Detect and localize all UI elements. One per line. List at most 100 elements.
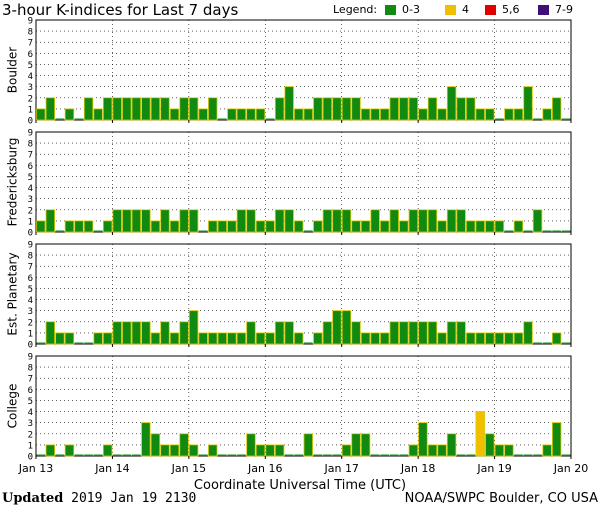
y-tick-boulder-6: 6	[28, 50, 33, 60]
bar-college-17	[198, 454, 208, 456]
bar-fredericksburg-22	[246, 209, 256, 233]
bar-boulder-50	[513, 108, 524, 121]
bar-boulder-38	[399, 97, 409, 121]
bar-boulder-7	[102, 97, 113, 121]
bar-fredericksburg-6	[93, 230, 103, 232]
updated-value: 2019 Jan 19 2130	[71, 491, 197, 506]
bar-college-33	[351, 433, 361, 457]
bar-est-planetary-22	[246, 321, 256, 345]
y-tick-college-1: 1	[28, 441, 33, 451]
bar-boulder-44	[456, 97, 466, 121]
bar-college-54	[551, 422, 562, 457]
bar-fredericksburg-38	[399, 220, 409, 233]
bar-college-30	[323, 454, 332, 456]
bar-fredericksburg-9	[122, 209, 132, 233]
bar-est-planetary-50	[513, 332, 524, 345]
bar-fredericksburg-20	[227, 220, 237, 233]
bar-boulder-3	[64, 108, 75, 121]
bar-boulder-25	[274, 97, 285, 121]
y-tick-college-6: 6	[28, 386, 33, 396]
bar-fredericksburg-10	[131, 209, 141, 233]
chart-title: 3-hour K-indices for Last 7 days	[2, 1, 239, 19]
bar-college-55	[561, 454, 571, 456]
bar-boulder-43	[446, 86, 457, 121]
bar-est-planetary-49	[504, 332, 514, 345]
bar-college-38	[399, 454, 409, 456]
panel-label-fredericksburg: Fredericksburg	[6, 138, 20, 227]
bar-fredericksburg-50	[513, 220, 524, 233]
panel-frame-fredericksburg	[35, 131, 572, 233]
bar-fredericksburg-33	[351, 220, 361, 233]
bar-boulder-54	[551, 97, 562, 121]
y-tick-fredericksburg-1: 1	[28, 217, 33, 227]
bar-fredericksburg-7	[102, 220, 113, 233]
bar-est-planetary-29	[313, 332, 323, 345]
bar-college-36	[380, 454, 389, 456]
bar-boulder-0	[36, 108, 46, 121]
bar-college-20	[227, 454, 237, 456]
bar-est-planetary-30	[322, 321, 333, 345]
bar-college-43	[446, 433, 457, 457]
bar-college-9	[122, 454, 132, 456]
bar-fredericksburg-36	[380, 220, 390, 233]
y-tick-college-8: 8	[28, 364, 33, 374]
bar-boulder-11	[141, 97, 151, 121]
legend-swatch-5-6	[485, 5, 496, 15]
bar-fredericksburg-31	[332, 209, 342, 233]
bar-boulder-27	[294, 108, 304, 121]
bar-est-planetary-35	[370, 332, 380, 345]
bar-college-13	[160, 444, 170, 457]
y-tick-est-planetary-3: 3	[28, 307, 33, 317]
bar-est-planetary-37	[389, 321, 399, 345]
x-tick-label-4: Jan 17	[323, 462, 358, 475]
bar-boulder-48	[495, 118, 504, 120]
legend-label: Legend:	[333, 3, 378, 16]
bar-boulder-24	[265, 118, 275, 120]
y-tick-college-9: 9	[28, 353, 33, 363]
bar-boulder-34	[360, 108, 371, 121]
bar-est-planetary-44	[456, 321, 466, 345]
bar-boulder-6	[93, 108, 103, 121]
bar-est-planetary-19	[217, 332, 227, 345]
bar-fredericksburg-23	[255, 220, 266, 233]
bar-fredericksburg-28	[304, 230, 313, 232]
y-tick-boulder-1: 1	[28, 105, 33, 115]
bar-boulder-41	[427, 97, 438, 121]
legend-swatch-0-3	[385, 5, 396, 15]
legend-swatch-7-9	[538, 5, 549, 15]
x-tick-label-6: Jan 19	[476, 462, 511, 475]
bar-college-29	[313, 454, 323, 456]
bar-fredericksburg-16	[188, 209, 199, 233]
y-tick-est-planetary-1: 1	[28, 329, 33, 339]
bar-est-planetary-23	[255, 332, 266, 345]
panel-frame-boulder	[35, 19, 572, 121]
bar-boulder-1	[45, 97, 56, 121]
y-tick-college-7: 7	[28, 375, 33, 385]
bar-est-planetary-15	[179, 321, 189, 345]
y-tick-boulder-3: 3	[28, 83, 33, 93]
bar-fredericksburg-29	[313, 220, 323, 233]
legend-swatch-4	[445, 5, 456, 15]
bar-est-planetary-17	[198, 332, 208, 345]
bar-boulder-28	[303, 108, 313, 121]
bar-fredericksburg-4	[74, 220, 84, 233]
bar-fredericksburg-15	[179, 209, 189, 233]
bar-boulder-52	[533, 118, 542, 120]
bar-est-planetary-31	[332, 310, 342, 345]
bar-est-planetary-38	[399, 321, 409, 345]
bar-college-7	[102, 444, 113, 457]
y-tick-fredericksburg-6: 6	[28, 162, 33, 172]
bar-boulder-19	[218, 118, 227, 120]
bar-fredericksburg-37	[389, 209, 399, 233]
bar-college-8	[112, 454, 122, 456]
bar-fredericksburg-42	[437, 220, 447, 233]
bar-college-40	[418, 422, 428, 457]
bar-fredericksburg-34	[360, 220, 371, 233]
x-tick-label-3: Jan 16	[247, 462, 282, 475]
panel-frame-college	[35, 355, 572, 457]
bar-est-planetary-11	[141, 321, 151, 345]
x-tick-label-0: Jan 13	[18, 462, 53, 475]
bar-fredericksburg-51	[523, 230, 533, 232]
y-tick-college-2: 2	[28, 430, 33, 440]
bar-college-32	[341, 444, 352, 457]
